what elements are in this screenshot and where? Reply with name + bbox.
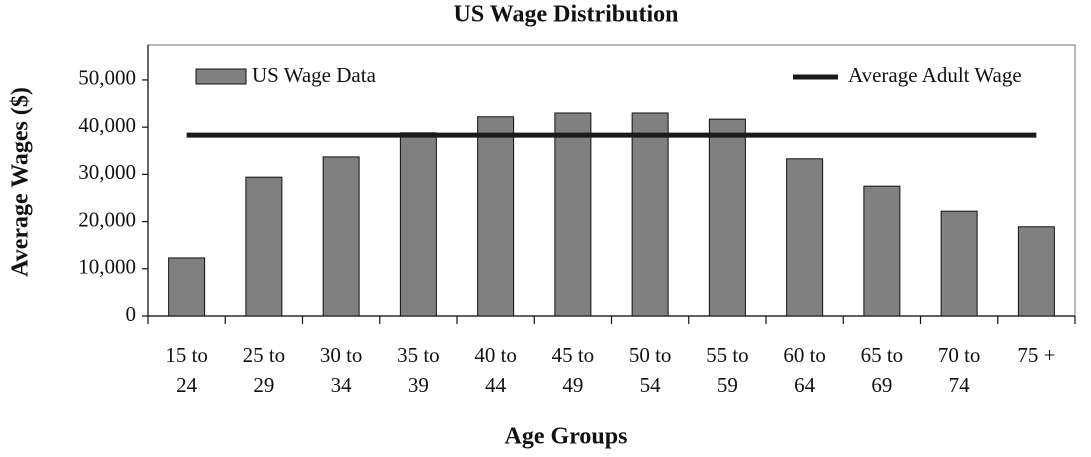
bar (322, 156, 360, 317)
x-tick-label: 35 to 39 (397, 343, 440, 397)
y-tick-label: 50,000 (78, 66, 136, 90)
x-tick-label: 30 to 34 (319, 343, 363, 397)
bar (1017, 226, 1055, 317)
bar (631, 112, 669, 317)
bar (863, 185, 901, 317)
chart-title: US Wage Distribution (454, 2, 679, 28)
y-tick-label: 40,000 (78, 113, 136, 137)
y-axis-label: Average Wages ($) (8, 87, 34, 277)
legend-label: US Wage Data (252, 63, 377, 87)
bar (245, 176, 283, 317)
y-tick-label: 10,000 (78, 255, 136, 279)
bar (786, 158, 824, 317)
bar (477, 116, 515, 317)
x-tick-label: 40 to 44 (474, 343, 517, 397)
x-tick-label: 75 + (1017, 343, 1056, 367)
bar (554, 112, 592, 317)
y-tick-label: 30,000 (78, 160, 136, 184)
x-tick-label: 65 to 69 (860, 343, 904, 397)
bar (708, 118, 746, 317)
y-tick-label: 0 (126, 302, 137, 326)
x-tick-label: 25 to 29 (242, 343, 286, 397)
bar (399, 132, 437, 317)
x-tick-label: 55 to 59 (706, 343, 749, 397)
x-tick-label: 45 to 49 (551, 343, 595, 397)
bar (940, 210, 978, 317)
x-axis-label: Age Groups (505, 424, 628, 450)
bar (168, 257, 206, 317)
x-tick-label: 50 to 54 (628, 343, 672, 397)
y-tick-label: 20,000 (78, 207, 136, 231)
legend-label: Average Adult Wage (848, 63, 1022, 87)
x-tick-label: 15 to 24 (165, 343, 208, 397)
x-tick-label: 70 to 74 (937, 343, 981, 397)
legend-swatch (195, 68, 247, 85)
x-tick-label: 60 to 64 (783, 343, 826, 397)
